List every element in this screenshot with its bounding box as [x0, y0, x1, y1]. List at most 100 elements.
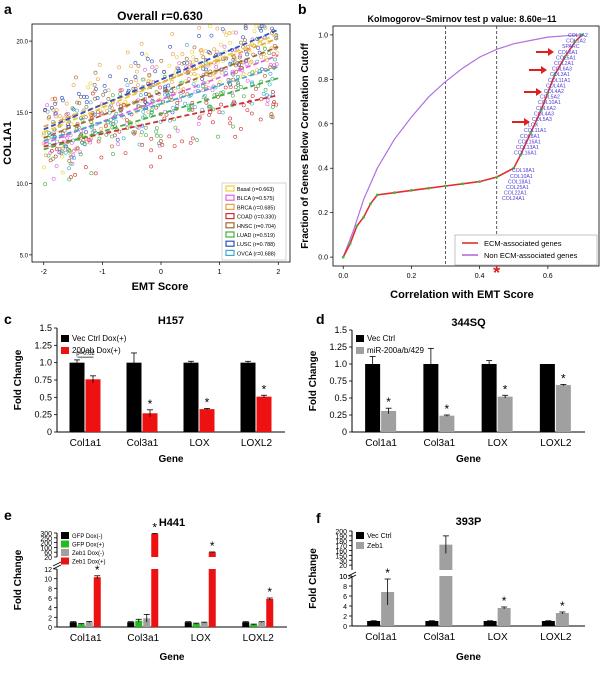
panel-a-point: [249, 111, 254, 116]
panel-e-bar: [258, 622, 266, 627]
panel-a-point: [73, 147, 78, 152]
panel-a-point: [272, 63, 277, 68]
panel-a-point: [270, 30, 275, 35]
panel-a-point: [191, 82, 196, 87]
panel-a-point: [210, 88, 215, 93]
panel-a-point: [154, 133, 159, 138]
panel-a-point: [173, 125, 178, 130]
panel-a-point: [120, 88, 124, 93]
panel-a-point: [204, 70, 209, 75]
panel-a-point: [150, 110, 154, 115]
panel-a-point: [67, 177, 72, 182]
panel-e-axis-break: [52, 564, 62, 570]
panel-a-point: [99, 112, 104, 117]
panel-a-point: [233, 134, 238, 139]
panel-a-point: [176, 66, 181, 71]
panel-b-ylabel: Fraction of Genes Below Correlation Cuto…: [300, 43, 311, 249]
panel-a-point: [214, 65, 219, 69]
panel-b-ecm-gene-point: [546, 91, 550, 95]
panel-a-point: [184, 43, 189, 47]
panel-a-point: [62, 116, 66, 121]
panel-f-ytick-label: 10: [339, 574, 347, 581]
panel-e-bar: [192, 623, 200, 627]
panel-a-point: [138, 93, 143, 98]
panel-d-significance: *: [445, 402, 450, 416]
panel-a-point: [108, 74, 113, 79]
panel-a-point: [118, 109, 123, 113]
panel-b-ticks: 0.0 0.2 0.4 0.6 0.0 0.2 0.4 0.6 0.8 1.0: [318, 32, 553, 280]
panel-a-point: [75, 100, 80, 105]
panel-f-legend-swatch: [356, 542, 364, 549]
panel-f-ytick-label: 170: [335, 544, 347, 551]
panel-a-point: [75, 146, 80, 151]
panel-a-point: [109, 121, 114, 126]
panel-a-point: [161, 99, 165, 104]
panel-a-point: [197, 25, 202, 30]
panel-a-point: [102, 84, 107, 88]
panel-a-point: [129, 80, 134, 84]
panel-a-point: [187, 106, 192, 111]
panel-c-legend-swatch: [61, 347, 69, 354]
panel-label-b: b: [298, 1, 307, 17]
panel-a-point: [222, 44, 227, 49]
panel-a-point: [217, 110, 222, 115]
panel-d-legend-swatch: [356, 335, 364, 342]
panel-e-ytick-label: 100: [40, 545, 52, 552]
panel-b-ecm-gene-point: [348, 242, 352, 246]
panel-a-point: [249, 101, 254, 106]
panel-a-point: [129, 64, 133, 69]
panel-a-point: [43, 182, 48, 187]
panel-a-point: [111, 152, 115, 156]
panel-a-point: [261, 91, 266, 96]
panel-a-point: [206, 50, 211, 54]
panel-b-xtick-label: 0.0: [338, 273, 348, 280]
panel-a-point: [77, 101, 82, 106]
panel-a-point: [49, 148, 54, 153]
panel-a-point: [170, 110, 175, 115]
panel-c-significance: *: [148, 397, 153, 411]
panel-a-point: [192, 105, 197, 109]
panel-a-point: [214, 92, 219, 97]
panel-a-point: [249, 59, 254, 64]
panel-a-point: [157, 141, 161, 146]
panel-a-point: [96, 139, 101, 144]
panel-a-point: [106, 88, 111, 93]
panel-a-point: [140, 115, 145, 120]
panel-a-point: [68, 153, 73, 158]
panel-b-gene-label: COL2A1: [554, 61, 574, 67]
panel-a-point: [140, 51, 145, 56]
panel-a-point: [265, 102, 270, 107]
panel-e-axis-break: [52, 561, 62, 567]
panel-a-point: [268, 71, 273, 76]
panel-a-point: [93, 87, 98, 91]
panel-a-point: [51, 156, 55, 161]
panel-a-point: [212, 47, 217, 52]
panel-a-point: [223, 85, 228, 90]
panel-a-point: [97, 62, 102, 67]
panel-label-d: d: [316, 311, 325, 327]
panel-a-point: [200, 77, 205, 81]
panel-e-bar: [208, 552, 216, 557]
panel-b-gene-label: COL3A1: [550, 72, 570, 78]
panel-e-category-label: LOX: [191, 633, 211, 644]
panel-f-category-label: Col1a1: [365, 632, 397, 643]
panel-b-legend-label: Non ECM-associated genes: [484, 251, 578, 260]
panel-e-ytick-label: 200: [40, 541, 52, 548]
panel-a-point: [270, 105, 275, 109]
panel-e-bar: [242, 622, 250, 627]
panel-e-bar: [200, 622, 208, 627]
panel-a-point: [93, 70, 98, 75]
panel-a-point: [196, 122, 201, 126]
panel-d-legend-swatch: [356, 347, 364, 354]
panel-d-significance: *: [561, 371, 566, 385]
panel-a-point: [117, 65, 122, 70]
panel-c-significance: *: [205, 395, 210, 409]
panel-a-point: [259, 54, 263, 59]
panel-a-point: [190, 60, 195, 65]
panel-c-ytick-label: 0.25: [34, 410, 52, 420]
panel-a-point: [75, 108, 79, 113]
panel-d-ytick-label: 0.5: [334, 393, 347, 403]
panel-e-ytick-label: 10: [44, 577, 52, 584]
panel-b-series: [341, 33, 584, 259]
